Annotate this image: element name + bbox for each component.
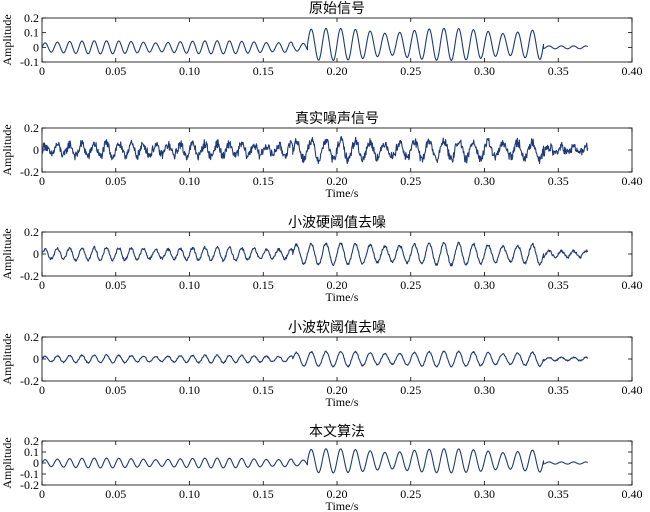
panel-title: 本文算法	[309, 424, 365, 440]
x-tick-label: 0.35	[548, 174, 569, 188]
y-tick-label: 0.2	[24, 330, 39, 344]
x-tick-label: 0.25	[400, 487, 421, 501]
x-tick-label: 0.15	[253, 487, 274, 501]
x-tick-label: 0.25	[400, 174, 421, 188]
panel-title: 原始信号	[309, 1, 365, 17]
y-tick-label: 0.1	[24, 445, 39, 459]
x-axis-label: Time/s	[326, 395, 359, 409]
x-tick-label: 0.40	[622, 64, 643, 78]
x-tick-label: 0.30	[474, 64, 495, 78]
x-tick-label: 0.35	[548, 64, 569, 78]
x-tick-label: 0.15	[253, 174, 274, 188]
x-tick-label: 0.40	[622, 487, 643, 501]
x-tick-label: 0.20	[327, 487, 348, 501]
x-tick-label: 0.35	[548, 383, 569, 397]
y-tick-label: -0.2	[20, 165, 39, 179]
x-tick-label: 0.05	[105, 174, 126, 188]
plot-frame	[41, 17, 633, 63]
x-tick-label: 0	[39, 174, 45, 188]
signal-line	[41, 350, 589, 368]
x-tick-label: 0.30	[474, 174, 495, 188]
y-tick-label: -0.1	[20, 55, 39, 69]
signal-line	[41, 27, 589, 61]
x-tick-label: 0.10	[179, 174, 200, 188]
x-tick-label: 0.15	[253, 278, 274, 292]
x-tick-label: 0	[39, 64, 45, 78]
x-axis-label: Time/s	[326, 290, 359, 304]
x-tick-label: 0.10	[179, 278, 200, 292]
y-axis-label: Amplitude	[0, 437, 14, 488]
y-tick-label: -0.2	[20, 374, 39, 388]
x-tick-label: 0.25	[400, 64, 421, 78]
x-tick-label: 0	[39, 487, 45, 501]
y-axis-label: Amplitude	[0, 124, 14, 175]
y-tick-label: 0	[33, 352, 39, 366]
x-tick-label: 0.05	[105, 278, 126, 292]
x-tick-label: 0.20	[327, 174, 348, 188]
x-tick-label: 0.15	[253, 383, 274, 397]
y-axis-label: Amplitude	[0, 228, 14, 279]
x-tick-label: 0.10	[179, 487, 200, 501]
x-tick-label: 0.35	[548, 487, 569, 501]
y-tick-label: 0.2	[24, 225, 39, 239]
x-tick-label: 0.40	[622, 278, 643, 292]
y-tick-label: -0.2	[20, 269, 39, 283]
y-tick-label: 0.2	[24, 434, 39, 448]
y-tick-label: 0	[33, 143, 39, 157]
x-tick-label: 0.20	[327, 278, 348, 292]
x-tick-label: 0.25	[400, 278, 421, 292]
panel-title: 小波软阈值去噪	[288, 320, 386, 336]
x-tick-label: 0	[39, 383, 45, 397]
y-tick-label: -0.2	[20, 478, 39, 492]
y-tick-label: 0	[33, 247, 39, 261]
y-tick-label: 0.1	[24, 26, 39, 40]
x-tick-label: 0.30	[474, 383, 495, 397]
x-tick-label: 0.25	[400, 383, 421, 397]
x-axis-label: Time/s	[326, 499, 359, 512]
x-tick-label: 0.20	[327, 64, 348, 78]
panel-title: 小波硬阈值去噪	[288, 215, 386, 231]
y-tick-label: 0.2	[24, 121, 39, 135]
panel-title: 真实噪声信号	[295, 111, 379, 127]
x-tick-label: 0.15	[253, 64, 274, 78]
x-tick-label: 0.40	[622, 383, 643, 397]
x-tick-label: 0.05	[105, 487, 126, 501]
y-tick-label: 0.2	[24, 11, 39, 25]
y-tick-label: -0.1	[20, 467, 39, 481]
signal-line	[41, 448, 588, 474]
x-tick-label: 0.05	[105, 64, 126, 78]
x-tick-label: 0.30	[474, 278, 495, 292]
x-tick-label: 0.20	[327, 383, 348, 397]
x-tick-label: 0	[39, 278, 45, 292]
y-axis-label: Amplitude	[0, 14, 14, 65]
x-tick-label: 0.10	[179, 64, 200, 78]
y-tick-label: 0	[33, 456, 39, 470]
x-tick-label: 0.05	[105, 383, 126, 397]
y-axis-label: Amplitude	[0, 333, 14, 384]
x-tick-label: 0.10	[179, 383, 200, 397]
signal-line	[41, 241, 589, 267]
x-axis-label: Time/s	[326, 186, 359, 200]
y-tick-label: 0	[33, 40, 39, 54]
x-tick-label: 0.40	[622, 174, 643, 188]
x-tick-label: 0.30	[474, 487, 495, 501]
x-tick-label: 0.35	[548, 278, 569, 292]
signal-line	[41, 135, 589, 165]
